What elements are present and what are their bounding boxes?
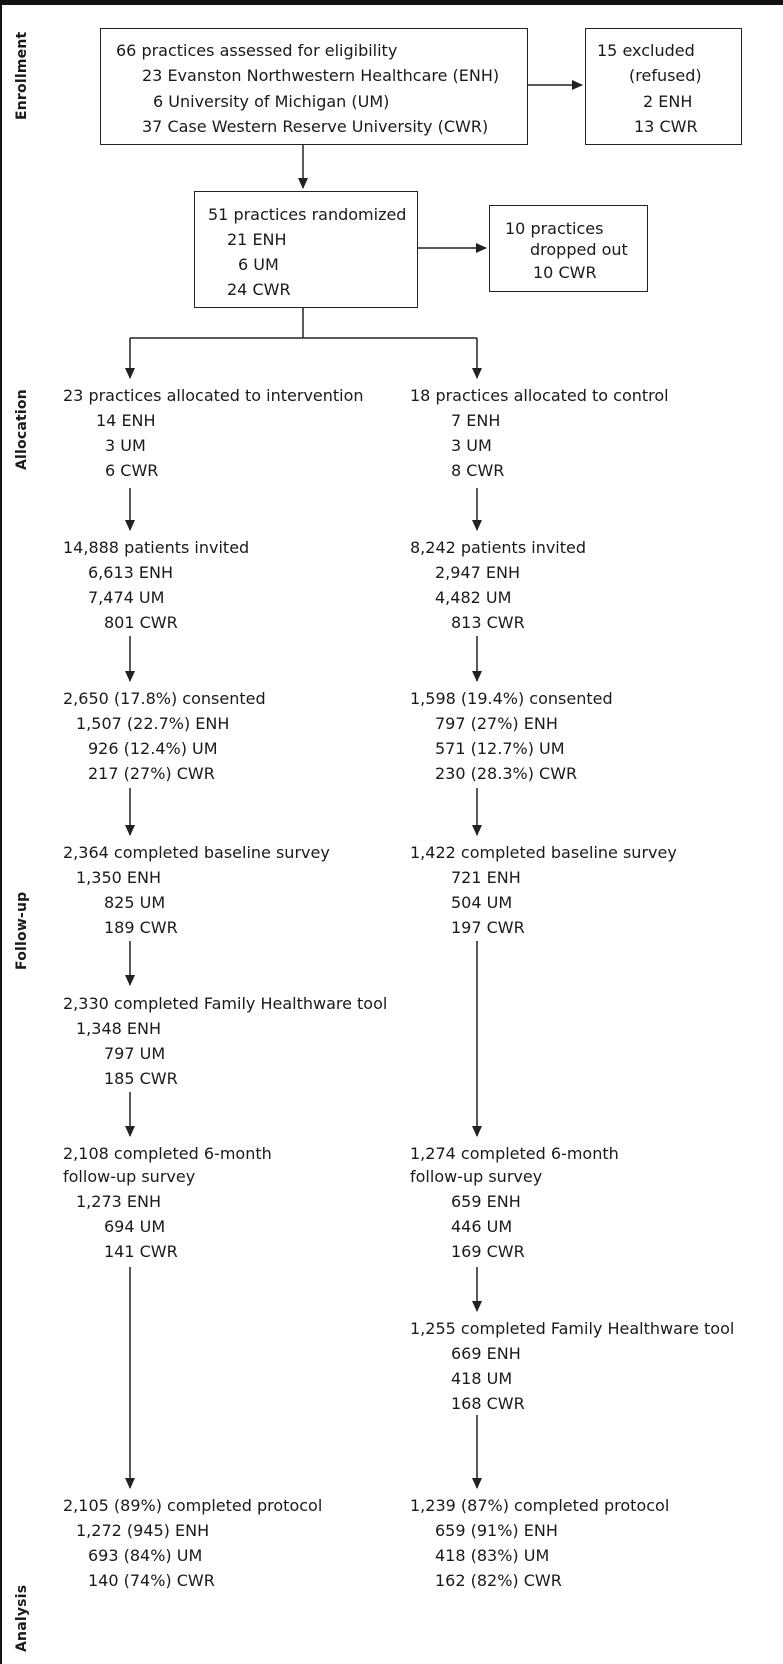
int-followup-enh: 1,273 ENH — [76, 1192, 161, 1211]
int-baseline-cwr: 189 CWR — [104, 918, 178, 937]
dropped-reason: dropped out — [530, 240, 628, 259]
ctl-allocated-um: 3 UM — [451, 436, 492, 455]
left-rule — [0, 5, 2, 1664]
int-tool-um: 797 UM — [104, 1044, 166, 1063]
randomized-box — [194, 191, 418, 308]
eligibility-um: 6 University of Michigan (UM) — [153, 92, 390, 111]
int-allocated-um: 3 UM — [105, 436, 146, 455]
int-baseline-enh: 1,350 ENH — [76, 868, 161, 887]
ctl-protocol-cwr: 162 (82%) CWR — [435, 1571, 562, 1590]
int-consented-enh: 1,507 (22.7%) ENH — [76, 714, 230, 733]
int-invited-um: 7,474 UM — [88, 588, 165, 607]
ctl-baseline-enh: 721 ENH — [451, 868, 521, 887]
ctl-protocol-total: 1,239 (87%) completed protocol — [410, 1496, 670, 1515]
randomized-um: 6 UM — [238, 255, 279, 274]
ctl-tool-total: 1,255 completed Family Healthware tool — [410, 1319, 735, 1338]
ctl-baseline-um: 504 UM — [451, 893, 513, 912]
dropped-count: 10 practices — [505, 219, 604, 238]
ctl-invited-cwr: 813 CWR — [451, 613, 525, 632]
int-baseline-total: 2,364 completed baseline survey — [63, 843, 330, 862]
ctl-baseline-total: 1,422 completed baseline survey — [410, 843, 677, 862]
int-protocol-um: 693 (84%) UM — [88, 1546, 203, 1565]
excluded-cwr: 13 CWR — [634, 117, 698, 136]
int-invited-enh: 6,613 ENH — [88, 563, 173, 582]
ctl-followup-enh: 659 ENH — [451, 1192, 521, 1211]
int-followup-um: 694 UM — [104, 1217, 166, 1236]
int-allocated-total: 23 practices allocated to intervention — [63, 386, 364, 405]
int-protocol-total: 2,105 (89%) completed protocol — [63, 1496, 323, 1515]
int-followup-total: 2,108 completed 6-month — [63, 1144, 272, 1163]
ctl-allocated-total: 18 practices allocated to control — [410, 386, 669, 405]
dropped-cwr: 10 CWR — [533, 263, 597, 282]
excluded-enh: 2 ENH — [643, 92, 693, 111]
ctl-followup-total: 1,274 completed 6-month — [410, 1144, 619, 1163]
int-allocated-enh: 14 ENH — [96, 411, 156, 430]
ctl-consented-cwr: 230 (28.3%) CWR — [435, 764, 578, 783]
ctl-invited-enh: 2,947 ENH — [435, 563, 520, 582]
ctl-consented-total: 1,598 (19.4%) consented — [410, 689, 613, 708]
eligibility-enh: 23 Evanston Northwestern Healthcare (ENH… — [142, 66, 500, 85]
int-followup-label: follow-up survey — [63, 1167, 196, 1186]
ctl-tool-um: 418 UM — [451, 1369, 513, 1388]
ctl-invited-total: 8,242 patients invited — [410, 538, 587, 557]
int-tool-enh: 1,348 ENH — [76, 1019, 161, 1038]
ctl-consented-enh: 797 (27%) ENH — [435, 714, 558, 733]
int-protocol-enh: 1,272 (945) ENH — [76, 1521, 210, 1540]
ctl-invited-um: 4,482 UM — [435, 588, 512, 607]
int-invited-total: 14,888 patients invited — [63, 538, 250, 557]
excluded-count: 15 excluded — [597, 41, 695, 60]
eligibility-box — [100, 28, 528, 145]
int-allocated-cwr: 6 CWR — [105, 461, 159, 480]
ctl-tool-cwr: 168 CWR — [451, 1394, 525, 1413]
int-consented-total: 2,650 (17.8%) consented — [63, 689, 266, 708]
top-rule — [0, 0, 783, 5]
int-consented-um: 926 (12.4%) UM — [88, 739, 218, 758]
ctl-allocated-enh: 7 ENH — [451, 411, 501, 430]
randomized-total: 51 practices randomized — [208, 205, 407, 224]
ctl-allocated-cwr: 8 CWR — [451, 461, 505, 480]
ctl-protocol-um: 418 (83%) UM — [435, 1546, 550, 1565]
int-consented-cwr: 217 (27%) CWR — [88, 764, 215, 783]
ctl-followup-label: follow-up survey — [410, 1167, 543, 1186]
ctl-tool-enh: 669 ENH — [451, 1344, 521, 1363]
excluded-reason: (refused) — [629, 66, 702, 85]
randomized-cwr: 24 CWR — [227, 280, 291, 299]
eligibility-cwr: 37 Case Western Reserve University (CWR) — [142, 117, 489, 136]
ctl-baseline-cwr: 197 CWR — [451, 918, 525, 937]
excluded-box — [585, 28, 742, 145]
eligibility-total: 66 practices assessed for eligibility — [116, 41, 398, 60]
int-followup-cwr: 141 CWR — [104, 1242, 178, 1261]
int-invited-cwr: 801 CWR — [104, 613, 178, 632]
dropped-out-box — [489, 205, 648, 292]
ctl-followup-um: 446 UM — [451, 1217, 513, 1236]
ctl-followup-cwr: 169 CWR — [451, 1242, 525, 1261]
int-protocol-cwr: 140 (74%) CWR — [88, 1571, 215, 1590]
ctl-protocol-enh: 659 (91%) ENH — [435, 1521, 558, 1540]
ctl-consented-um: 571 (12.7%) UM — [435, 739, 565, 758]
int-tool-total: 2,330 completed Family Healthware tool — [63, 994, 388, 1013]
int-tool-cwr: 185 CWR — [104, 1069, 178, 1088]
randomized-enh: 21 ENH — [227, 230, 287, 249]
int-baseline-um: 825 UM — [104, 893, 166, 912]
